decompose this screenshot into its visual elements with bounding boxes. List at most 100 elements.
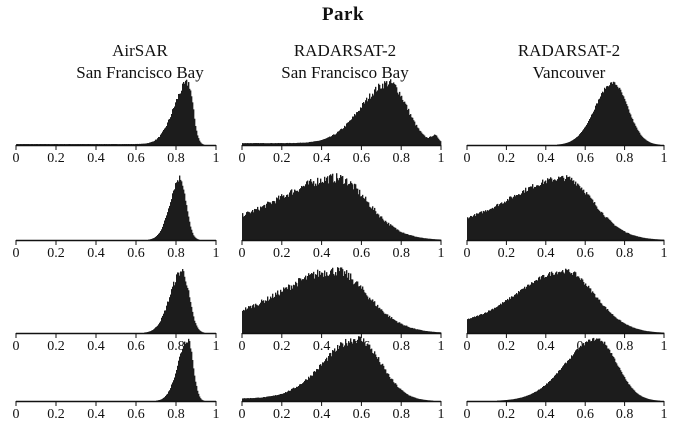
histogram-bar <box>374 301 376 333</box>
histogram-bar <box>272 293 274 333</box>
histogram-bar <box>356 281 358 333</box>
histogram-bar <box>624 231 626 240</box>
histogram-bar <box>345 179 347 240</box>
histogram-bar <box>411 396 413 401</box>
histogram-bar <box>638 236 640 240</box>
histogram-bar <box>517 195 519 240</box>
histogram-bar <box>191 229 193 240</box>
histogram-bar <box>322 181 324 240</box>
histogram-bar <box>169 390 171 401</box>
histogram-bar <box>262 143 264 145</box>
histogram-bar <box>552 273 554 333</box>
histogram-bar <box>354 113 356 145</box>
histogram-bar <box>639 236 641 240</box>
histogram-bar <box>416 124 418 145</box>
histogram-bar <box>625 232 627 240</box>
histogram-bar <box>647 398 649 401</box>
histogram-bar <box>158 324 160 333</box>
histogram-bar <box>297 190 299 240</box>
histogram-bar <box>596 338 598 401</box>
histogram-bar <box>317 269 319 333</box>
histogram-bar <box>146 143 148 145</box>
histogram-bar <box>589 339 591 401</box>
histogram-bar <box>253 143 255 145</box>
histogram-bar <box>401 389 403 401</box>
histogram-bar <box>111 144 113 145</box>
histogram-bar <box>536 279 538 333</box>
histogram-bar <box>429 136 431 145</box>
histogram-bar <box>497 203 499 240</box>
histogram-bar <box>529 394 531 401</box>
histogram-bar <box>329 175 331 240</box>
histogram-bar <box>336 173 338 240</box>
histogram-bar <box>187 287 189 333</box>
histogram-bar <box>302 186 304 240</box>
histogram-bar <box>574 352 576 401</box>
histogram-bar <box>115 144 117 145</box>
x-tick-label: 0.8 <box>392 151 410 166</box>
histogram-bar <box>621 229 623 240</box>
histogram-bar <box>640 237 642 240</box>
histogram-bar <box>260 302 262 333</box>
histogram-bar <box>594 202 596 240</box>
histogram-bar <box>67 144 69 145</box>
histogram-bar <box>188 82 190 145</box>
histogram-bar <box>553 179 555 240</box>
x-tick-label: 0.2 <box>273 151 291 166</box>
histogram-bar <box>129 144 131 145</box>
histogram-bar <box>569 141 571 145</box>
histogram-bar <box>503 203 505 240</box>
histogram-bar <box>341 267 343 333</box>
histogram-bar <box>486 211 488 240</box>
histogram-bar <box>634 123 636 145</box>
histogram-bar <box>658 332 660 333</box>
histogram-bar <box>580 133 582 145</box>
histogram-bar <box>338 267 340 333</box>
histogram-bar <box>570 273 572 333</box>
histogram-bar <box>637 393 639 401</box>
histogram-bar <box>190 90 192 145</box>
histogram-bar <box>607 85 609 145</box>
histogram-bar <box>563 143 565 145</box>
histogram-bar <box>399 91 401 145</box>
histogram-bar <box>609 349 611 401</box>
histogram-bar <box>483 314 485 333</box>
histogram-bar <box>249 398 251 401</box>
histogram-bar <box>403 325 405 333</box>
histogram-bar <box>518 398 520 401</box>
histogram-bar <box>391 225 393 240</box>
histogram-bar <box>190 348 192 401</box>
histogram-bar <box>424 238 426 240</box>
histogram-bar <box>377 358 379 401</box>
histogram-bar <box>259 304 261 333</box>
histogram-bar <box>609 219 611 240</box>
histogram-bar <box>605 344 607 401</box>
histogram-bar <box>304 186 306 240</box>
histogram-bar <box>309 378 311 401</box>
histogram-bar <box>398 387 400 401</box>
histogram-bar <box>250 305 252 333</box>
histogram-bar <box>651 142 653 145</box>
x-tick-label: 0.6 <box>576 246 594 261</box>
histogram-bar <box>640 134 642 145</box>
histogram-bar <box>565 178 567 240</box>
histogram-bar <box>319 270 321 333</box>
histogram-bar <box>258 397 260 401</box>
x-tick-label: 0.4 <box>313 151 331 166</box>
histogram-bar <box>271 204 273 240</box>
histogram-bar <box>368 344 370 401</box>
histogram-bar <box>431 136 433 145</box>
histogram-bar <box>544 277 546 333</box>
histogram-bar <box>284 288 286 333</box>
histogram-bar <box>271 143 273 145</box>
histogram-bar <box>430 238 432 240</box>
histogram-bar <box>142 143 144 145</box>
histogram-bar <box>347 277 349 333</box>
histogram-bar <box>585 194 587 240</box>
histogram-bar <box>638 329 640 333</box>
histogram-bar <box>504 301 506 333</box>
histogram-bar <box>492 308 494 333</box>
histogram-bar <box>335 134 337 145</box>
histogram-bar <box>357 188 359 240</box>
histogram-bar <box>604 216 606 240</box>
